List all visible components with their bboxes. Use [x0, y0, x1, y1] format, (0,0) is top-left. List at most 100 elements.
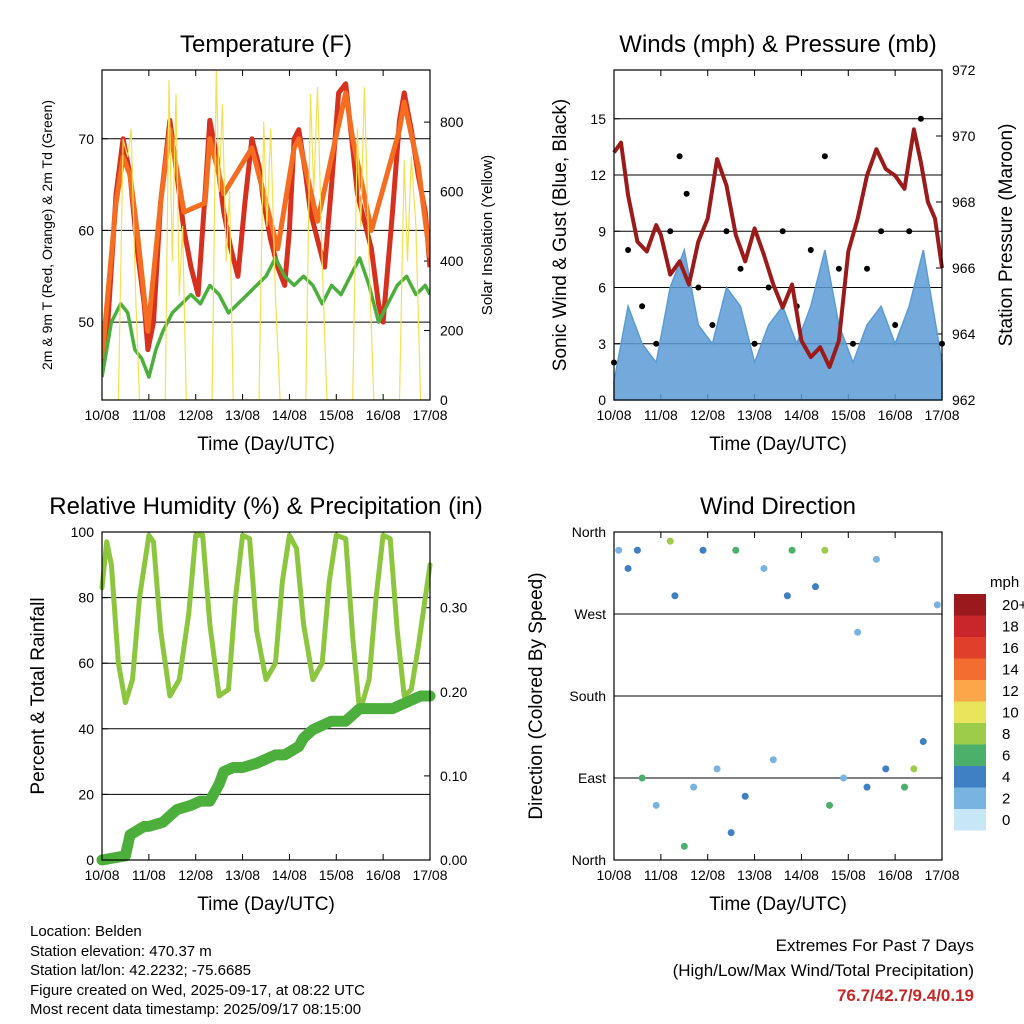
x-tick-label: 15/08: [831, 407, 866, 423]
y-right-tick-label: 0.20: [440, 684, 467, 700]
series-rh: [99, 532, 433, 715]
direction-point: [713, 765, 721, 773]
gust-point: [709, 322, 716, 328]
y-tick-label: 60: [78, 222, 94, 238]
y-axis-label: 2m & 9m T (Red, Orange) & 2m Td (Green): [39, 100, 55, 370]
legend-swatch: [954, 701, 986, 723]
panel-temp: Temperature (F) 10/08 11/08 12/08 13/08 14/08…: [39, 31, 496, 455]
y-right-axis-label: Solar Insolation (Yellow): [479, 155, 496, 315]
extremes-title: Extremes For Past 7 Days: [775, 936, 974, 955]
station-info: Location: Belden Station elevation: 470.…: [30, 922, 365, 1020]
legend-label: 8: [1002, 726, 1010, 743]
location-text: Location: Belden: [30, 923, 142, 940]
y-tick-label: 12: [590, 167, 606, 183]
gust-point: [906, 228, 913, 235]
x-tick-label: 16/08: [878, 407, 913, 423]
direction-point: [732, 546, 740, 554]
created-text: Figure created on Wed, 2025-09-17, at 08…: [30, 981, 365, 999]
x-tick-label: 13/08: [225, 407, 260, 423]
legend-label: 14: [1002, 662, 1019, 679]
y-tick-label: 80: [78, 590, 94, 606]
elevation-text: Station elevation: 470.37 m: [30, 942, 212, 960]
direction-point: [821, 546, 829, 554]
gust-point: [723, 228, 730, 235]
recent-data-text: Most recent data timestamp: 2025/09/17 0…: [30, 1001, 362, 1018]
gust-point: [639, 303, 646, 310]
x-tick-label: 15/08: [319, 867, 354, 883]
y-right-tick-label: 800: [440, 114, 464, 130]
legend-label: 4: [1002, 769, 1010, 786]
y-axis-label: Sonic Wind & Gust (Blue, Black): [550, 99, 571, 371]
y-tick-label: 3: [598, 336, 606, 352]
gust-point: [821, 153, 828, 160]
chart-title: Winds (mph) & Pressure (mb): [619, 31, 936, 58]
direction-point: [788, 546, 796, 554]
x-tick-label: 17/08: [924, 867, 959, 883]
x-tick-label: 15/08: [831, 867, 866, 883]
series-solar: [102, 70, 430, 400]
direction-point: [671, 592, 679, 600]
legend-swatch: [954, 658, 986, 680]
x-tick-label: 13/08: [737, 867, 772, 883]
y-right-tick-label: 600: [440, 184, 464, 200]
y-right-tick-label: 964: [952, 326, 976, 342]
x-axis-label: Time (Day/UTC): [197, 434, 335, 455]
latlon-text: Station lat/lon: 42.2232; -75.6685: [30, 962, 252, 979]
x-tick-label: 15/08: [319, 407, 354, 423]
direction-point: [863, 783, 871, 791]
y-axis-label: Direction (Colored By Speed): [526, 572, 547, 819]
legend-label: 16: [1002, 640, 1019, 657]
panel-wind: Winds (mph) & Pressure (mb) 10/08 11/08 12/…: [550, 31, 1017, 455]
y-right-tick-label: 0.10: [440, 768, 467, 784]
chart-title: Temperature (F): [180, 31, 352, 58]
x-tick-label: 11/08: [644, 407, 678, 423]
gust-point: [683, 190, 690, 197]
speed-legend: mph 20+ 18 16 14 12 10 8 6 4 2 0: [954, 574, 1024, 831]
y-right-tick-label: 968: [952, 194, 976, 210]
y-right-tick-label: 972: [952, 62, 976, 78]
direction-point: [666, 537, 674, 545]
x-tick-label: 10/08: [84, 407, 119, 423]
legend-swatch: [954, 615, 986, 637]
plot-border: [613, 69, 943, 401]
direction-point: [727, 829, 735, 837]
direction-point: [910, 765, 918, 773]
y-tick-label: 100: [71, 524, 95, 540]
x-tick-label: 17/08: [412, 407, 447, 423]
direction-point: [638, 774, 646, 782]
y-right-tick-label: 0: [440, 392, 448, 408]
direction-point: [783, 592, 791, 600]
series-t2m: [102, 81, 430, 369]
x-axis-label: Time (Day/UTC): [709, 434, 847, 455]
direction-point: [840, 774, 848, 782]
x-tick-label: 14/08: [784, 407, 819, 423]
direction-point: [901, 783, 909, 791]
chart-title: Relative Humidity (%) & Precipitation (i…: [49, 493, 482, 520]
direction-point: [760, 564, 768, 572]
direction-point: [882, 765, 890, 773]
direction-point: [811, 583, 819, 591]
series-precip: [96, 690, 436, 866]
direction-point: [933, 601, 941, 609]
y-axis-label: Percent & Total Rainfall: [28, 597, 49, 794]
direction-point: [690, 783, 698, 791]
extremes-subtitle: (High/Low/Max Wind/Total Precipitation): [672, 961, 974, 980]
legend-label: 2: [1002, 791, 1010, 808]
series-pressure: [612, 127, 944, 369]
x-tick-label: 14/08: [784, 867, 819, 883]
legend-swatch: [954, 744, 986, 766]
legend-label: 6: [1002, 748, 1010, 765]
x-tick-label: 13/08: [225, 867, 260, 883]
direction-point: [854, 628, 862, 636]
x-tick-label: 11/08: [644, 867, 678, 883]
plot-border: [101, 69, 431, 401]
y-right-axis-label: Station Pressure (Maroon): [996, 124, 1017, 347]
y-tick-label: 6: [598, 280, 606, 296]
gust-point: [625, 247, 632, 253]
plot-border: [613, 531, 943, 861]
x-tick-label: 10/08: [596, 407, 631, 423]
direction-point: [919, 738, 927, 746]
x-tick-label: 12/08: [690, 867, 725, 883]
legend-swatch: [954, 594, 986, 616]
x-tick-label: 16/08: [878, 867, 913, 883]
